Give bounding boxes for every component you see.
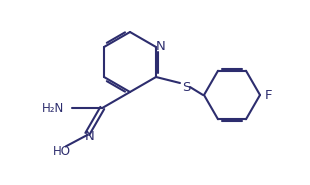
Text: F: F (264, 88, 272, 102)
Text: N: N (84, 130, 94, 144)
Text: H₂N: H₂N (42, 102, 64, 115)
Text: N: N (156, 40, 166, 53)
Text: HO: HO (53, 145, 71, 158)
Text: S: S (182, 80, 190, 93)
